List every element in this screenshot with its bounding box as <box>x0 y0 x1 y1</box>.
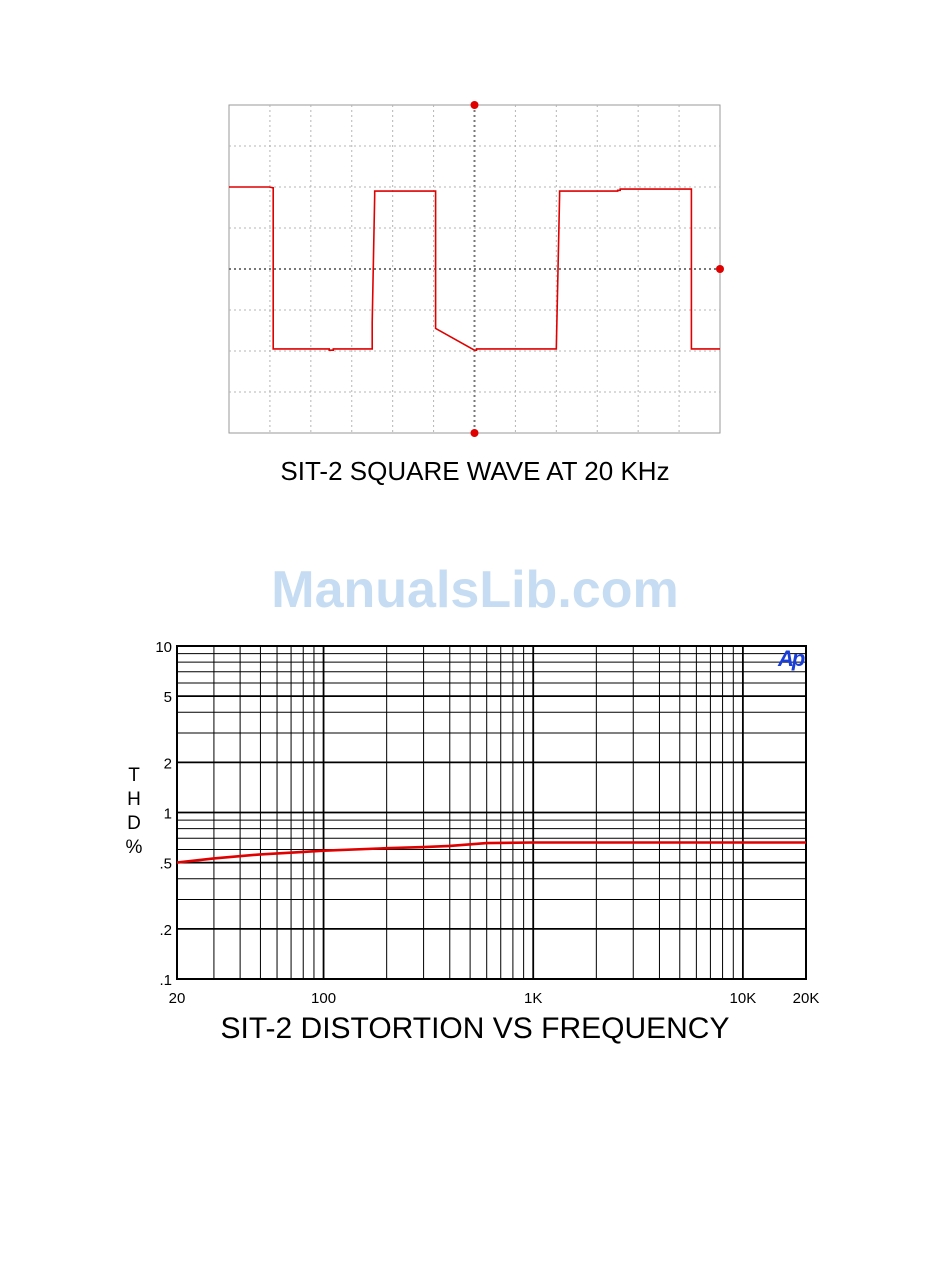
thd-y-tick-label: 2 <box>164 755 172 772</box>
y-label-char: % <box>125 837 143 858</box>
thd-y-tick-label: .1 <box>159 972 172 989</box>
thd-x-tick-label: 20K <box>793 990 820 1007</box>
scope-top-marker <box>470 101 479 109</box>
thd-x-tick-label: 10K <box>730 990 757 1007</box>
thd-chart-title: SIT-2 DISTORTION VS FREQUENCY <box>220 1012 730 1045</box>
y-label-char: H <box>127 789 141 810</box>
thd-vs-frequency-chart: 20 100 1K 10K 20K .1 .2 .5 1 2 5 10 <box>155 639 820 1007</box>
thd-y-tick-label: 10 <box>155 639 172 656</box>
thd-y-axis-label: T H D % <box>122 764 146 860</box>
ap-logo: Ap <box>778 646 805 671</box>
thd-y-tick-label: .5 <box>159 856 172 873</box>
thd-y-tick-label: 5 <box>164 689 172 706</box>
square-wave-chart-title: SIT-2 SQUARE WAVE AT 20 KHz <box>280 456 670 486</box>
scope-level-marker <box>716 265 724 273</box>
scope-bottom-marker <box>470 429 479 437</box>
thd-x-tick-label: 1K <box>524 990 542 1007</box>
square-wave-trace <box>229 186 720 351</box>
thd-y-tick-label: .2 <box>159 922 172 939</box>
y-label-char: T <box>128 765 140 786</box>
square-wave-scope-chart <box>228 101 724 437</box>
thd-y-tick-label: 1 <box>164 806 172 823</box>
watermark: ManualsLib.com <box>271 561 679 619</box>
thd-x-tick-label: 20 <box>169 990 186 1007</box>
thd-x-tick-label: 100 <box>311 990 336 1007</box>
thd-curve <box>176 841 806 864</box>
y-label-char: D <box>127 813 141 834</box>
